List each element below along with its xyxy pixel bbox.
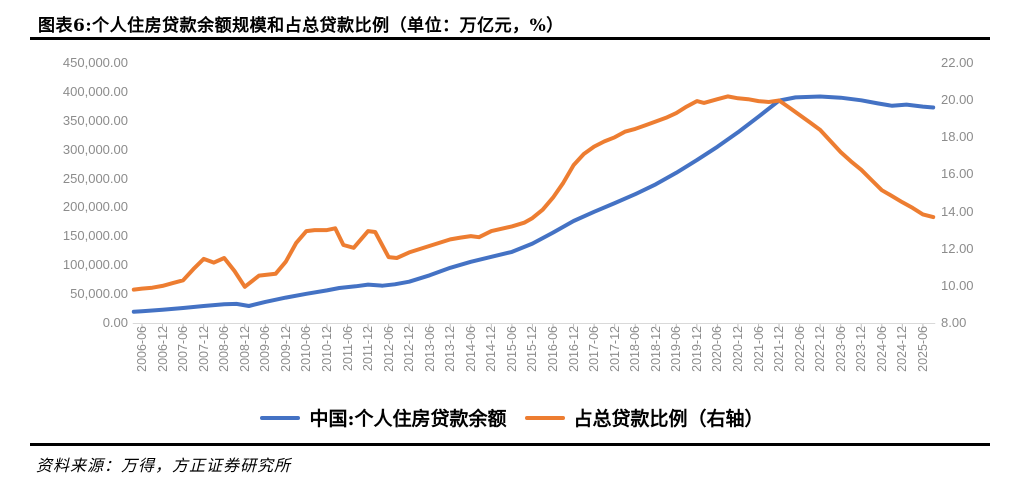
x-axis-tick-label: 2006-12 [155,326,170,372]
x-axis-tick-label: 2023-12 [854,326,869,372]
x-axis-tick-label: 2014-12 [484,326,499,372]
y-axis-left-tick-label: 300,000.00 [62,141,128,157]
y-axis-left-tick-label: 450,000.00 [62,55,128,70]
x-axis-tick-label: 2008-12 [237,326,252,372]
y-axis-right-tick-label: 22.00 [941,55,974,70]
x-axis-tick-label: 2009-12 [278,326,293,372]
y-axis-right-tick-label: 16.00 [941,166,974,182]
legend-item-ratio: 占总贷款比例（右轴） [524,404,764,431]
y-axis-left-tick-label: 100,000.00 [62,257,128,273]
x-axis-tick-label: 2013-12 [443,326,458,372]
legend-item-balance: 中国:个人住房贷款余额 [260,404,507,431]
x-axis-tick-label: 2018-06 [628,326,643,372]
x-axis-tick-label: 2012-12 [402,326,417,372]
x-axis-tick-label: 2008-06 [217,326,232,372]
x-axis-tick-label: 2024-12 [895,326,910,372]
legend-swatch-blue-line [260,415,301,420]
x-axis-tick-label: 2022-12 [813,326,828,372]
x-axis-tick-label: 2025-06 [915,326,930,372]
x-axis-tick-label: 2022-06 [792,326,807,372]
y-axis-left-tick-label: 150,000.00 [62,228,128,244]
x-axis-tick-label: 2007-12 [196,326,211,372]
y-axis-left-tick-label: 350,000.00 [62,112,128,128]
x-axis-tick-label: 2019-06 [669,326,684,372]
y-axis-left-tick-label: 400,000.00 [62,83,128,99]
legend-label: 中国:个人住房贷款余额 [309,408,507,430]
x-axis-tick-label: 2010-06 [299,326,314,372]
page-title: 图表6:个人住房贷款余额规模和占总贷款比例（单位：万亿元，%） [38,16,564,36]
y-axis-right-tick-label: 20.00 [941,92,974,108]
x-axis-tick-label: 2018-12 [648,326,663,372]
x-axis-tick-label: 2024-06 [874,326,889,372]
x-axis-tick-label: 2019-12 [689,326,704,372]
x-axis-tick-label: 2020-12 [730,326,745,372]
x-axis-tick-label: 2006-06 [135,326,149,372]
series-line-ratio [131,94,936,292]
x-axis-tick-label: 2017-06 [587,326,602,372]
bottom-divider [30,443,990,446]
legend-swatch-orange-line [524,415,565,420]
y-axis-left-tick-label: 250,000.00 [62,170,128,186]
x-axis-tick-label: 2009-06 [258,326,273,372]
x-axis-tick-label: 2013-06 [422,326,437,372]
x-axis-tick-label: 2011-12 [361,326,376,371]
y-axis-left-tick-label: 200,000.00 [62,199,128,215]
y-axis-right-tick-label: 12.00 [941,240,974,256]
y-axis-right-tick-label: 14.00 [941,203,974,219]
y-axis-right-tick-label: 8.00 [941,315,967,330]
chart-canvas [131,94,936,329]
x-axis-tick-label: 2011-06 [340,326,355,371]
x-axis-tick-label: 2021-12 [772,326,787,372]
x-axis-tick-label: 2023-06 [833,326,848,372]
x-axis-tick-label: 2010-12 [319,326,334,372]
y-axis-right-tick-label: 18.00 [941,129,974,145]
top-divider [30,37,990,40]
x-axis-tick-label: 2020-06 [710,326,725,372]
x-axis-tick-label: 2016-12 [566,326,581,372]
x-axis-tick-label: 2015-12 [525,326,540,372]
x-axis-tick-label: 2016-06 [546,326,560,372]
legend-label: 占总贷款比例（右轴） [573,408,764,430]
series-line-balance [131,94,936,314]
x-axis-tick-label: 2021-06 [751,326,766,372]
x-axis-tick-label: 2014-06 [463,326,478,372]
x-axis-tick-label: 2012-06 [381,326,396,372]
y-axis-right-tick-label: 10.00 [941,277,974,293]
legend: 中国:个人住房贷款余额 占总贷款比例（右轴） [0,404,1024,431]
y-axis-left-tick-label: 0.00 [102,315,128,330]
source-note: 资料来源：万得，方正证券研究所 [36,456,292,475]
y-axis-left-tick-label: 50,000.00 [70,286,128,302]
x-axis-tick-label: 2007-06 [176,326,191,372]
x-axis-tick-label: 2015-06 [504,326,519,372]
x-axis-tick-label: 2017-12 [607,326,622,372]
